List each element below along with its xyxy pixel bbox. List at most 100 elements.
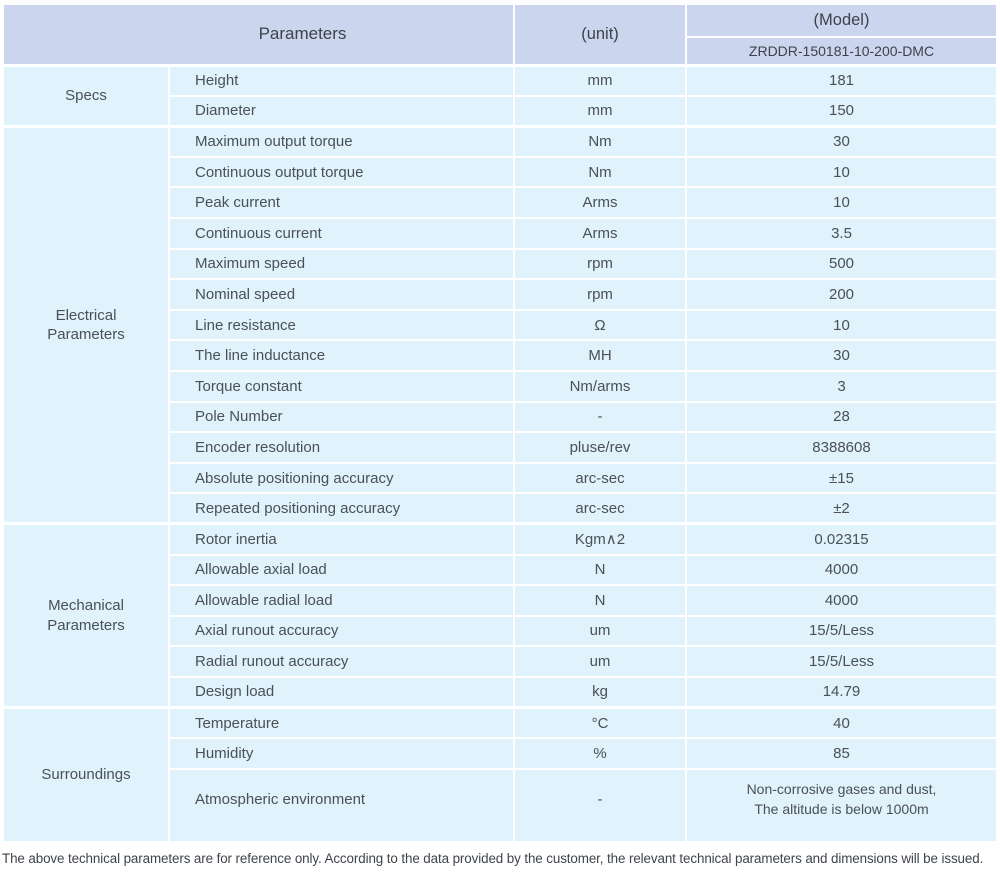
param-name-cell: Maximum output torque	[168, 124, 515, 158]
model-header-cell: (Model)	[685, 3, 998, 38]
param-value-cell: 3.5	[685, 216, 998, 250]
param-name-cell: The line inductance	[168, 339, 515, 372]
param-value-cell: 30	[685, 124, 998, 158]
param-unit-cell: pluse/rev	[513, 431, 687, 464]
table-row: Radial runout accuracy um 15/5/Less	[3, 645, 998, 678]
table-row: Line resistance Ω 10	[3, 308, 998, 342]
group-cell-mechanical: Mechanical Parameters	[2, 522, 170, 709]
table-row: The line inductance MH 30	[3, 339, 998, 372]
table-row: Pole Number - 28	[3, 400, 998, 434]
param-name-cell: Radial runout accuracy	[168, 645, 515, 678]
param-unit-cell: -	[513, 767, 687, 843]
param-value-cell: 10	[685, 155, 998, 189]
param-value-cell: 4000	[685, 584, 998, 617]
table-row: Encoder resolution pluse/rev 8388608	[3, 431, 998, 464]
table-row: Allowable radial load N 4000	[3, 584, 998, 617]
table-row: Continuous current Arms 3.5	[3, 216, 998, 250]
param-unit-cell: kg	[513, 675, 687, 709]
param-value-cell: ±15	[685, 461, 998, 495]
table-row: Atmospheric environment - Non-corrosive …	[3, 767, 998, 843]
param-value-cell: 181	[685, 63, 998, 97]
param-unit-cell: Ω	[513, 308, 687, 342]
param-unit-cell: arc-sec	[513, 492, 687, 525]
param-value-cell: 0.02315	[685, 522, 998, 556]
param-unit-cell: mm	[513, 63, 687, 97]
param-unit-cell: arc-sec	[513, 461, 687, 495]
param-name-cell: Diameter	[168, 94, 515, 128]
model-number-row: ZRDDR-150181-10-200-DMC	[3, 36, 998, 66]
table-row: Repeated positioning accuracy arc-sec ±2	[3, 492, 998, 525]
table-row: Surroundings Temperature °C 40	[2, 705, 998, 843]
param-value-cell: Non-corrosive gases and dust, The altitu…	[685, 767, 998, 843]
param-unit-cell: um	[513, 614, 687, 648]
param-name-cell: Torque constant	[168, 369, 515, 403]
param-name-cell: Temperature	[168, 705, 515, 740]
param-name-cell: Continuous output torque	[168, 155, 515, 189]
table-row: Continuous output torque Nm 10	[3, 155, 998, 189]
table-row: Mechanical Parameters Rotor inertia Kgm∧…	[2, 522, 998, 709]
param-unit-cell: mm	[513, 94, 687, 128]
param-value-cell: 10	[685, 308, 998, 342]
param-unit-cell: rpm	[513, 247, 687, 281]
table-row: Nominal speed rpm 200	[3, 278, 998, 311]
table-row: Specs Height mm 181	[2, 63, 998, 128]
param-unit-cell: Arms	[513, 216, 687, 250]
param-unit-cell: Kgm∧2	[513, 522, 687, 556]
parameters-header-cell: Parameters	[2, 3, 515, 66]
param-unit-cell: rpm	[513, 278, 687, 311]
param-value-cell: 500	[685, 247, 998, 281]
param-unit-cell: -	[513, 400, 687, 434]
table-row: Design load kg 14.79	[3, 675, 998, 709]
param-unit-cell: %	[513, 737, 687, 770]
header-row: Parameters (unit) (Model)	[2, 3, 998, 66]
table-row: Torque constant Nm/arms 3	[3, 369, 998, 403]
table-row: Axial runout accuracy um 15/5/Less	[3, 614, 998, 648]
param-value-cell: 28	[685, 400, 998, 434]
param-value-cell: 150	[685, 94, 998, 128]
param-name-cell: Absolute positioning accuracy	[168, 461, 515, 495]
param-name-cell: Maximum speed	[168, 247, 515, 281]
table-row: Electrical Parameters Maximum output tor…	[2, 124, 998, 525]
param-name-cell: Atmospheric environment	[168, 767, 515, 843]
param-name-cell: Continuous current	[168, 216, 515, 250]
param-value-cell: 30	[685, 339, 998, 372]
param-unit-cell: N	[513, 553, 687, 587]
group-cell-specs: Specs	[2, 63, 170, 128]
param-value-cell: 15/5/Less	[685, 645, 998, 678]
param-name-cell: Allowable radial load	[168, 584, 515, 617]
param-unit-cell: Nm	[513, 124, 687, 158]
param-unit-cell: um	[513, 645, 687, 678]
table-row: Maximum speed rpm 500	[3, 247, 998, 281]
param-name-cell: Pole Number	[168, 400, 515, 434]
param-value-cell: 10	[685, 186, 998, 219]
param-name-cell: Design load	[168, 675, 515, 709]
param-value-cell: 3	[685, 369, 998, 403]
param-value-cell: 14.79	[685, 675, 998, 709]
group-cell-surroundings: Surroundings	[2, 705, 170, 843]
param-name-cell: Peak current	[168, 186, 515, 219]
param-value-cell: 4000	[685, 553, 998, 587]
param-unit-cell: Nm/arms	[513, 369, 687, 403]
param-value-cell: 15/5/Less	[685, 614, 998, 648]
param-name-cell: Line resistance	[168, 308, 515, 342]
table-row: Humidity % 85	[3, 737, 998, 770]
param-unit-cell: MH	[513, 339, 687, 372]
param-name-cell: Encoder resolution	[168, 431, 515, 464]
param-name-cell: Humidity	[168, 737, 515, 770]
table-row: Diameter mm 150	[3, 94, 998, 128]
param-name-cell: Axial runout accuracy	[168, 614, 515, 648]
unit-header-cell: (unit)	[513, 3, 687, 66]
param-unit-cell: °C	[513, 705, 687, 740]
footnote: The above technical parameters are for r…	[2, 850, 984, 866]
param-unit-cell: N	[513, 584, 687, 617]
param-name-cell: Allowable axial load	[168, 553, 515, 587]
param-name-cell: Rotor inertia	[168, 522, 515, 556]
param-value-cell: 200	[685, 278, 998, 311]
param-value-cell: 40	[685, 705, 998, 740]
param-unit-cell: Nm	[513, 155, 687, 189]
spec-table: Parameters (unit) (Model) ZRDDR-150181-1…	[2, 3, 998, 843]
table-row: Allowable axial load N 4000	[3, 553, 998, 587]
table-row: Absolute positioning accuracy arc-sec ±1…	[3, 461, 998, 495]
model-number-cell: ZRDDR-150181-10-200-DMC	[685, 36, 998, 66]
param-value-cell: 8388608	[685, 431, 998, 464]
